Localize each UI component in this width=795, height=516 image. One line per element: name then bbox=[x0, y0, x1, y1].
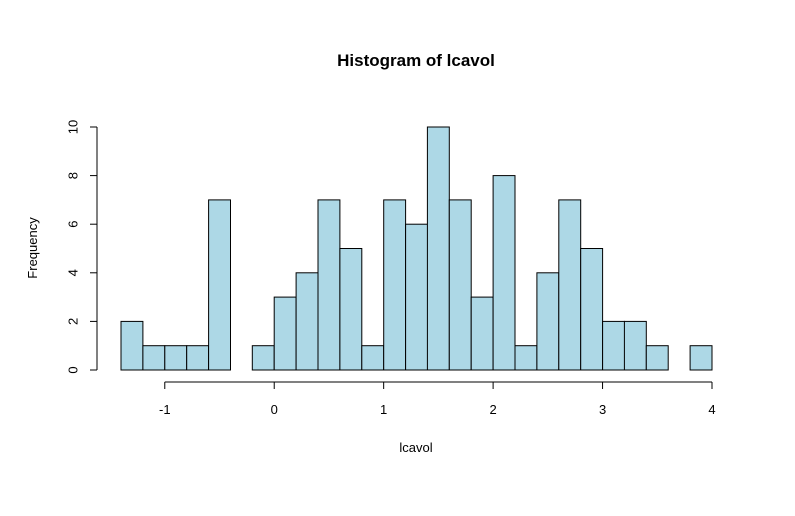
histogram-bar-19 bbox=[536, 272, 560, 371]
histogram-bar-13 bbox=[405, 223, 429, 371]
y-tick-label: 6 bbox=[66, 221, 81, 228]
histogram-bar-15 bbox=[448, 199, 472, 371]
histogram-bar-11 bbox=[361, 345, 385, 371]
histogram-bar-24 bbox=[645, 345, 669, 371]
histogram-bar-3 bbox=[186, 345, 210, 371]
x-tick-label: -1 bbox=[159, 402, 171, 417]
histogram-bar-4 bbox=[208, 199, 232, 371]
histogram-bar-21 bbox=[580, 248, 604, 371]
y-axis-label: Frequency bbox=[25, 217, 40, 279]
histogram-bar-1 bbox=[142, 345, 166, 371]
histogram-bar-22 bbox=[602, 320, 625, 371]
x-axis-label: lcavol bbox=[399, 440, 432, 455]
x-tick-label: 4 bbox=[708, 402, 715, 417]
histogram-bar-0 bbox=[120, 320, 144, 371]
x-axis: -1 0 1 2 3 4 bbox=[159, 381, 716, 417]
histogram-bar-20 bbox=[558, 199, 582, 371]
histogram-bar-17 bbox=[492, 175, 516, 371]
histogram-bar-26 bbox=[689, 345, 713, 371]
x-tick-label: 1 bbox=[380, 402, 387, 417]
histogram-bar-23 bbox=[623, 320, 647, 371]
y-tick-label: 10 bbox=[66, 120, 81, 134]
histogram-bar-8 bbox=[295, 272, 319, 371]
x-tick-label: 0 bbox=[271, 402, 278, 417]
y-axis: 0 2 4 6 8 10 bbox=[66, 120, 98, 374]
histogram-bar-2 bbox=[164, 345, 188, 371]
histogram-bar-12 bbox=[383, 199, 407, 371]
histogram-bar-9 bbox=[317, 199, 341, 371]
bars-group bbox=[120, 126, 713, 371]
y-tick-label: 8 bbox=[66, 172, 81, 179]
y-tick-label: 2 bbox=[66, 318, 81, 325]
histogram-bar-7 bbox=[273, 296, 297, 371]
x-tick-label: 3 bbox=[599, 402, 606, 417]
x-tick-label: 2 bbox=[489, 402, 496, 417]
histogram-bar-16 bbox=[470, 296, 494, 371]
histogram-bar-14 bbox=[426, 126, 450, 371]
histogram-bar-10 bbox=[339, 248, 363, 371]
histogram-bar-6 bbox=[251, 345, 275, 371]
y-tick-label: 0 bbox=[66, 366, 81, 373]
y-tick-label: 4 bbox=[66, 269, 81, 276]
histogram-bar-18 bbox=[514, 345, 538, 371]
chart-title: Histogram of lcavol bbox=[337, 51, 495, 70]
